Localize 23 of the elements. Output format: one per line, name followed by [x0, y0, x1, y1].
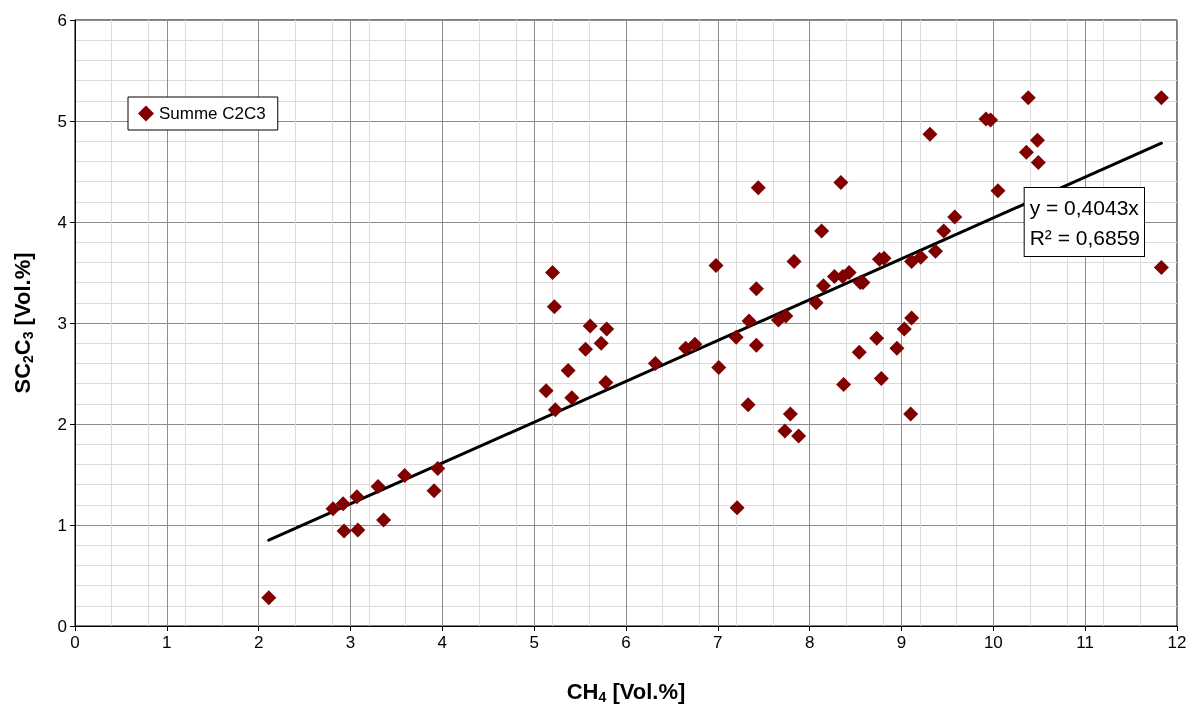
x-tick-label: 8 — [804, 633, 815, 652]
x-tick-label: 3 — [345, 633, 356, 652]
x-tick-label: 11 — [1076, 633, 1094, 652]
y-tick-label: 4 — [57, 212, 67, 232]
y-tick-label: 5 — [57, 111, 67, 131]
x-tick-label: 5 — [529, 633, 539, 652]
y-axis-title: SC2C3 [Vol.%] — [9, 252, 36, 394]
x-tick-label: 7 — [713, 633, 723, 652]
x-tick-label: 0 — [70, 633, 80, 652]
y-tick-label: 2 — [57, 414, 67, 434]
legend-label: Summe C2C3 — [159, 104, 266, 123]
x-tick-label: 9 — [896, 633, 907, 652]
y-tick-label: 1 — [57, 515, 67, 535]
x-tick-label: 10 — [983, 633, 1003, 652]
x-tick-label: 12 — [1167, 633, 1187, 652]
x-tick-label: 4 — [437, 633, 448, 652]
x-tick-label: 1 — [162, 633, 172, 652]
x-tick-label: 6 — [621, 633, 631, 652]
y-tick-label: 3 — [57, 313, 67, 333]
x-tick-label: 2 — [253, 633, 264, 652]
y-tick-label: 6 — [57, 10, 67, 30]
y-tick-label: 0 — [57, 616, 67, 636]
annotation: y = 0,4043x R² = 0,6859 — [1029, 195, 1141, 249]
